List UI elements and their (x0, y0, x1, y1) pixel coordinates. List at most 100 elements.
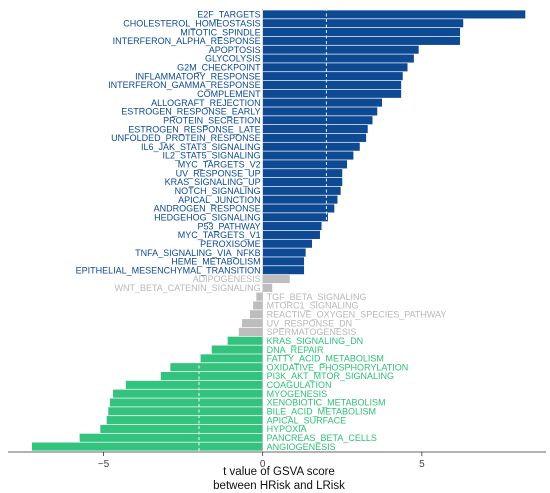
bar-label-tgf-beta-signaling: TGF_BETA_SIGNALING (267, 292, 367, 302)
bar-label-allograft-rejection: ALLOGRAFT_REJECTION (151, 98, 261, 108)
bar-peroxisome (262, 239, 313, 248)
bar-label-apoptosis: APOPTOSIS (209, 45, 261, 55)
bar-label-pi3k-akt-mtor-signaling: PI3K_AKT_MTOR_SIGNALING (267, 371, 394, 381)
bar-label-androgen-response: ANDROGEN_RESPONSE (154, 204, 261, 214)
bar-tnfa-signaling-via-nfkb (262, 248, 306, 257)
bar-label-g2m-checkpoint: G2M_CHECKPOINT (177, 63, 261, 73)
bar-label-pancreas-beta-cells: PANCREAS_BETA_CELLS (267, 433, 377, 443)
bar-heme-metabolism (262, 257, 305, 266)
bar-spermatogenesis (238, 327, 263, 336)
bar-label-uv-response-up: UV_RESPONSE_UP (176, 168, 261, 178)
bar-reactive-oxygen-species-pathway (249, 310, 263, 319)
bar-label-peroxisome: PEROXISOME (200, 239, 261, 249)
bar-label-xenobiotic-metabolism: XENOBIOTIC_METABOLISM (267, 398, 386, 408)
bar-label-hedgehog-signaling: HEDGEHOG_SIGNALING (154, 212, 261, 222)
bar-label-dna-repair: DNA_REPAIR (267, 345, 324, 355)
bar-label-uv-response-dn: UV_RESPONSE_DN (267, 318, 353, 328)
bar-label-glycolysis: GLYCOLYSIS (205, 54, 261, 64)
bar-label-interferon-gamma-response: INTERFERON_GAMMA_RESPONSE (108, 80, 261, 90)
bar-label-p53-pathway: P53_PATHWAY (197, 221, 260, 231)
bar-interferon-alpha-response (262, 36, 461, 45)
bars-layer (31, 10, 526, 451)
bar-label-fatty-acid-metabolism: FATTY_ACID_METABOLISM (267, 354, 384, 364)
bar-label-protein-secretion: PROTEIN_SECRETION (163, 115, 261, 125)
bar-fatty-acid-metabolism (200, 354, 263, 363)
bar-angiogenesis (31, 442, 263, 451)
bar-label-myc-targets-v2: MYC_TARGETS_V2 (178, 160, 261, 170)
bar-glycolysis (262, 54, 414, 63)
bar-label-kras-signaling-dn: KRAS_SIGNALING_DN (267, 336, 364, 346)
bar-label-complement: COMPLEMENT (197, 89, 261, 99)
bar-e2f-targets (262, 10, 526, 19)
bar-pi3k-akt-mtor-signaling (160, 371, 263, 381)
bar-p53-pathway (262, 222, 322, 231)
bar-label-mtorc1-signaling: MTORC1_SIGNALING (267, 301, 359, 311)
bar-label-inflammatory-response: INFLAMMATORY_RESPONSE (135, 71, 261, 81)
bar-label-cholesterol-homeostasis: CHOLESTEROL_HOMEOSTASIS (123, 18, 260, 28)
bar-estrogen-response-late (262, 125, 368, 134)
bar-myogenesis (113, 389, 263, 398)
bar-inflammatory-response (262, 72, 403, 81)
bar-label-mitotic-spindle: MITOTIC_SPINDLE (180, 27, 260, 37)
bar-label-estrogen-response-late: ESTROGEN_RESPONSE_LATE (128, 124, 260, 134)
bar-kras-signaling-dn (227, 336, 263, 345)
bar-bile-acid-metabolism (108, 407, 263, 416)
bar-apoptosis (262, 45, 419, 54)
bar-xenobiotic-metabolism (109, 398, 263, 407)
bar-label-e2f-targets: E2F_TARGETS (197, 10, 260, 20)
bar-estrogen-response-early (262, 107, 378, 116)
bar-apical-surface (106, 416, 263, 425)
bar-notch-signaling (262, 186, 341, 195)
bar-label-unfolded-protein-response: UNFOLDED_PROTEIN_RESPONSE (111, 133, 261, 143)
bar-label-bile-acid-metabolism: BILE_ACID_METABOLISM (267, 407, 376, 417)
bar-g2m-checkpoint (262, 63, 408, 72)
bar-kras-signaling-up (262, 177, 343, 187)
bar-il6-jak-stat3-signaling (262, 142, 360, 151)
bar-oxidative-phosphorylation (170, 363, 263, 372)
bar-label-angiogenesis: ANGIOGENESIS (267, 442, 336, 452)
bar-label-tnfa-signaling-via-nfkb: TNFA_SIGNALING_VIA_NFKB (135, 248, 261, 258)
bar-wnt-beta-catenin-signaling (262, 283, 273, 292)
bar-label-apical-junction: APICAL_JUNCTION (178, 195, 261, 205)
reference-lines (198, 8, 327, 451)
bar-protein-secretion (262, 116, 373, 125)
bar-mtorc1-signaling (253, 301, 263, 310)
x-tick-label: 5 (419, 459, 425, 470)
bar-il2-stat5-signaling (262, 151, 354, 160)
bar-uv-response-up (262, 169, 343, 178)
x-axis-title-line2: between HRisk and LRisk (213, 480, 345, 492)
bar-allograft-rejection (262, 98, 383, 107)
bar-label-wnt-beta-catenin-signaling: WNT_BETA_CATENIN_SIGNALING (114, 283, 260, 293)
bar-label-estrogen-response-early: ESTROGEN_RESPONSE_EARLY (121, 107, 260, 117)
bar-dna-repair (211, 345, 263, 354)
bar-uv-response-dn (241, 319, 263, 328)
bar-unfolded-protein-response (262, 133, 367, 142)
bar-myc-targets-v1 (262, 230, 320, 239)
bar-androgen-response (262, 204, 335, 213)
bar-mitotic-spindle (262, 27, 461, 37)
bar-hedgehog-signaling (262, 213, 328, 222)
bar-cholesterol-homeostasis (262, 19, 464, 28)
bar-interferon-gamma-response (262, 80, 402, 90)
bar-label-il2-stat5-signaling: IL2_STAT5_SIGNALING (162, 151, 260, 161)
bar-label-myc-targets-v1: MYC_TARGETS_V1 (178, 230, 261, 240)
bar-label-epithelial-mesenchymal-transition: EPITHELIAL_MESENCHYMAL_TRANSITION (76, 265, 261, 275)
x-axis-title-line1: t value of GSVA score (223, 466, 335, 478)
bar-coagulation (125, 380, 263, 389)
bar-label-kras-signaling-up: KRAS_SIGNALING_UP (165, 177, 261, 187)
bar-label-spermatogenesis: SPERMATOGENESIS (267, 327, 357, 337)
bar-label-interferon-alpha-response: INTERFERON_ALPHA_RESPONSE (113, 36, 261, 46)
bar-label-myogenesis: MYOGENESIS (267, 389, 328, 399)
bar-label-hypoxia: HYPOXIA (267, 424, 307, 434)
bar-label-reactive-oxygen-species-pathway: REACTIVE_OXYGEN_SPECIES_PATHWAY (267, 309, 447, 319)
x-tick-label: −5 (98, 459, 110, 470)
bar-labels: E2F_TARGETSCHOLESTEROL_HOMEOSTASISMITOTI… (76, 10, 447, 452)
bar-complement (262, 89, 402, 98)
x-tick-label: 0 (260, 459, 266, 470)
bar-label-il6-jak-stat3-signaling: IL6_JAK_STAT3_SIGNALING (141, 142, 261, 152)
bar-epithelial-mesenchymal-transition (262, 266, 305, 275)
bar-adipogenesis (262, 274, 290, 284)
bar-label-heme-metabolism: HEME_METABOLISM (171, 257, 260, 267)
